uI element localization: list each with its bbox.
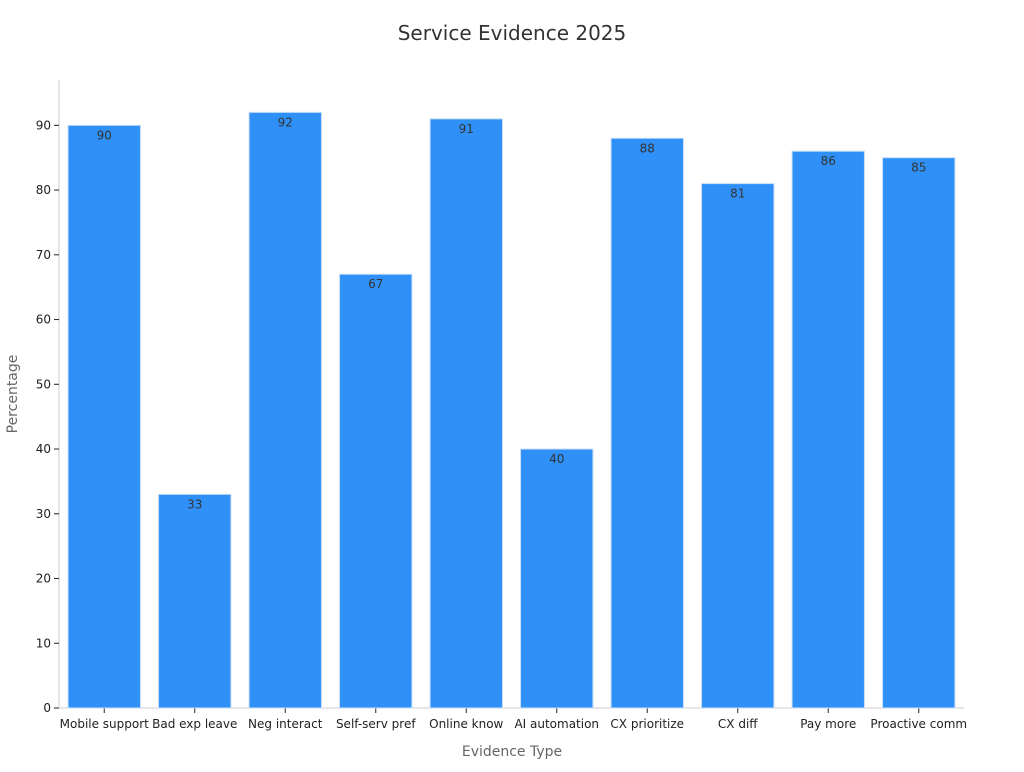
bar-value-label: 81: [730, 187, 745, 201]
y-tick-label: 40: [36, 442, 51, 456]
bar: [429, 118, 503, 709]
x-tick-label: AI automation: [514, 717, 599, 731]
bars-group: [67, 111, 956, 709]
bar: [701, 183, 775, 709]
bar: [882, 157, 956, 709]
y-axis: 0 10 20 30 40 50 60 70 80 90: [36, 80, 60, 715]
y-tick-label: 60: [36, 313, 51, 327]
bar-value-label: 67: [368, 277, 383, 291]
bar-value-label: 86: [821, 154, 836, 168]
x-tick-label: Neg interact: [248, 717, 323, 731]
x-tick-label: Proactive comm: [870, 717, 967, 731]
bar: [791, 150, 865, 709]
y-tick-label: 80: [36, 183, 51, 197]
y-axis-label: Percentage: [5, 355, 21, 434]
bar-value-label: 40: [549, 452, 564, 466]
bar: [520, 448, 594, 709]
y-tick-label: 50: [36, 377, 51, 391]
x-tick-label: CX prioritize: [610, 717, 684, 731]
y-tick-label: 10: [36, 636, 51, 650]
bar: [158, 493, 232, 709]
bar-value-label: 88: [640, 141, 655, 155]
bar: [248, 111, 322, 709]
bar-value-label: 33: [187, 497, 202, 511]
y-tick-label: 30: [36, 507, 51, 521]
y-tick-label: 90: [36, 118, 51, 132]
x-tick-label: Pay more: [800, 717, 856, 731]
x-tick-label: Online know: [429, 717, 503, 731]
bar: [339, 273, 413, 709]
bar-value-label: 85: [911, 161, 926, 175]
data-labels-group: 90 33 92 67 91 40 88 81 86 85: [97, 115, 927, 511]
bar-value-label: 91: [459, 122, 474, 136]
x-axis: Mobile support Bad exp leave Neg interact S…: [59, 707, 967, 731]
bar: [610, 137, 684, 709]
bar-value-label: 90: [97, 128, 112, 142]
y-tick-label: 70: [36, 248, 51, 262]
x-tick-label: Self-serv pref: [336, 717, 416, 731]
y-tick-label: 20: [36, 572, 51, 586]
x-axis-label: Evidence Type: [462, 744, 562, 760]
bar-value-label: 92: [278, 115, 293, 129]
x-tick-label: CX diff: [718, 717, 758, 731]
x-tick-label: Mobile support: [60, 717, 150, 731]
chart-title: Service Evidence 2025: [398, 21, 627, 45]
x-tick-label: Bad exp leave: [152, 717, 237, 731]
y-tick-label: 0: [43, 701, 51, 715]
bar: [67, 124, 141, 709]
